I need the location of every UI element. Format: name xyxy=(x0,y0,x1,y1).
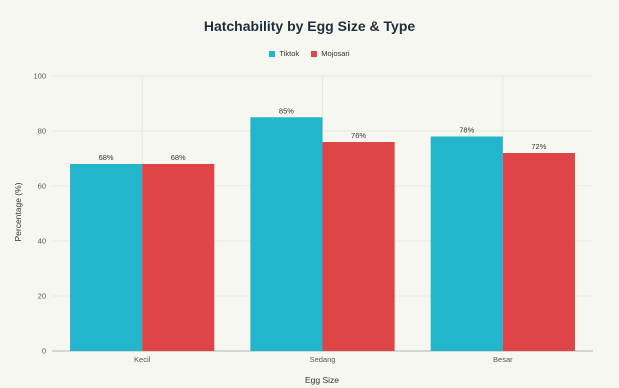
y-tick-label: 0 xyxy=(42,347,46,356)
bar-tiktok-kecil[interactable] xyxy=(70,164,143,351)
y-tick-label: 100 xyxy=(33,72,46,81)
y-tick-label: 40 xyxy=(38,237,46,246)
data-label-tiktok-sedang: 85% xyxy=(279,106,294,115)
bar-labels: 68% 68% 85% 76% 78% 72% xyxy=(99,106,547,162)
legend-swatch-mojosari xyxy=(311,50,318,57)
bar-tiktok-sedang[interactable] xyxy=(250,117,323,351)
x-axis-title: Egg Size xyxy=(305,375,339,385)
bar-mojosari-kecil[interactable] xyxy=(142,164,215,351)
y-tick-label: 20 xyxy=(38,292,46,301)
legend-label-mojosari: Mojosari xyxy=(321,49,350,58)
bar-mojosari-besar[interactable] xyxy=(502,153,575,351)
bars xyxy=(70,117,575,351)
x-tick-label-kecil: Kecil xyxy=(134,355,151,364)
legend-item-mojosari: Mojosari xyxy=(311,49,350,58)
x-tick-label-sedang: Sedang xyxy=(310,355,336,364)
y-tick-label: 80 xyxy=(38,127,46,136)
data-label-tiktok-kecil: 68% xyxy=(99,153,114,162)
y-axis-title: Percentage (%) xyxy=(13,182,23,241)
legend-item-tiktok: Tiktok xyxy=(269,49,299,58)
legend-label-tiktok: Tiktok xyxy=(279,49,300,58)
x-tick-label-besar: Besar xyxy=(493,355,513,364)
data-label-tiktok-besar: 78% xyxy=(459,126,474,135)
data-label-mojosari-besar: 72% xyxy=(531,142,546,151)
data-label-mojosari-sedang: 76% xyxy=(351,131,366,140)
bar-tiktok-besar[interactable] xyxy=(430,136,503,352)
chart-title: Hatchability by Egg Size & Type xyxy=(203,18,416,34)
axes: Egg Size Percentage (%) 0 20 40 60 80 100 Keci… xyxy=(13,72,513,386)
legend-swatch-tiktok xyxy=(269,50,276,57)
chart-legend: Tiktok Mojosari xyxy=(0,49,619,58)
y-tick-label: 60 xyxy=(38,182,46,191)
data-label-mojosari-kecil: 68% xyxy=(171,153,186,162)
bar-mojosari-sedang[interactable] xyxy=(322,142,395,351)
